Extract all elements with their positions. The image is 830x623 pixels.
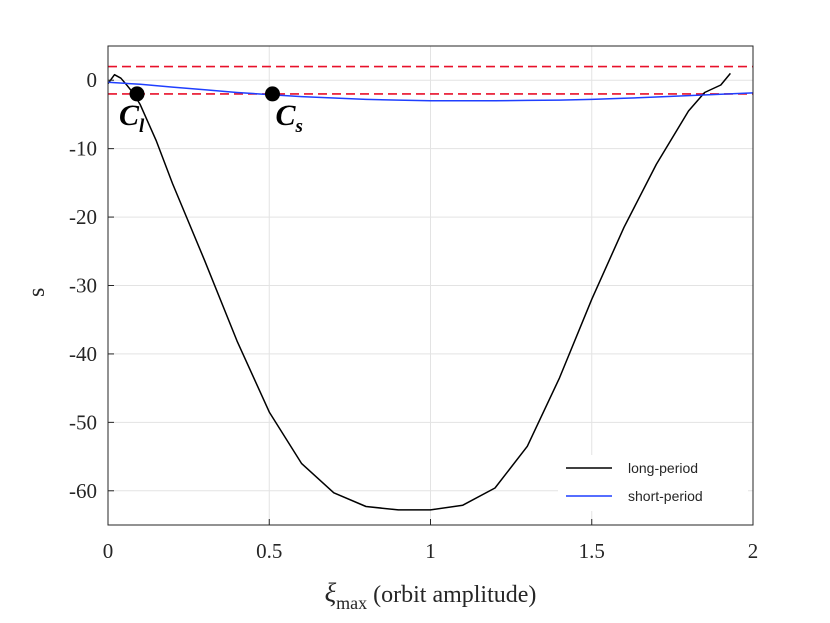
x-axis-ticks: 0 0.5 1 1.5 2 [103,519,759,563]
x-tick-label: 0.5 [256,539,282,563]
legend: long-period short-period [558,455,748,511]
series-line-short-period [107,81,754,102]
annotation-markers [129,86,280,102]
y-tick-label: -50 [69,410,97,434]
legend-label-long-period: long-period [628,460,698,476]
x-tick-label: 1.5 [579,539,605,563]
annotation-cs-subscript: s [294,116,302,137]
x-tick-label: 1 [425,539,436,563]
legend-box [558,455,748,511]
legend-label-short-period: short-period [628,488,703,504]
y-axis-label: s [24,288,50,297]
y-tick-label: -60 [69,479,97,503]
annotation-cl-subscript: l [139,116,145,137]
reference-lines [108,65,753,95]
annotation-cl: Cl [119,99,145,137]
annotation-marker-1 [264,86,280,102]
x-axis-label-symbol: ξ [325,578,337,608]
annotation-cl-letter: C [119,99,140,132]
x-axis-label: ξmax (orbit amplitude) [325,578,537,613]
y-tick-label: 0 [87,68,98,92]
annotation-cs-letter: C [275,99,296,132]
x-axis-label-subscript: max [336,593,367,613]
svg-text:Cs: Cs [275,99,302,137]
annotation-cs: Cs [275,99,302,137]
annotation-marker-0 [129,86,145,102]
y-tick-label: -10 [69,137,97,161]
y-tick-label: -40 [69,342,97,366]
y-tick-label: -20 [69,205,97,229]
x-tick-label: 0 [103,539,114,563]
y-axis-ticks: 0 -10 -20 -30 -40 -50 -60 [69,68,114,503]
y-tick-label: -30 [69,274,97,298]
x-axis-label-text: (orbit amplitude) [367,582,536,608]
x-tick-label: 2 [748,539,759,563]
svg-text:Cl: Cl [119,99,145,137]
